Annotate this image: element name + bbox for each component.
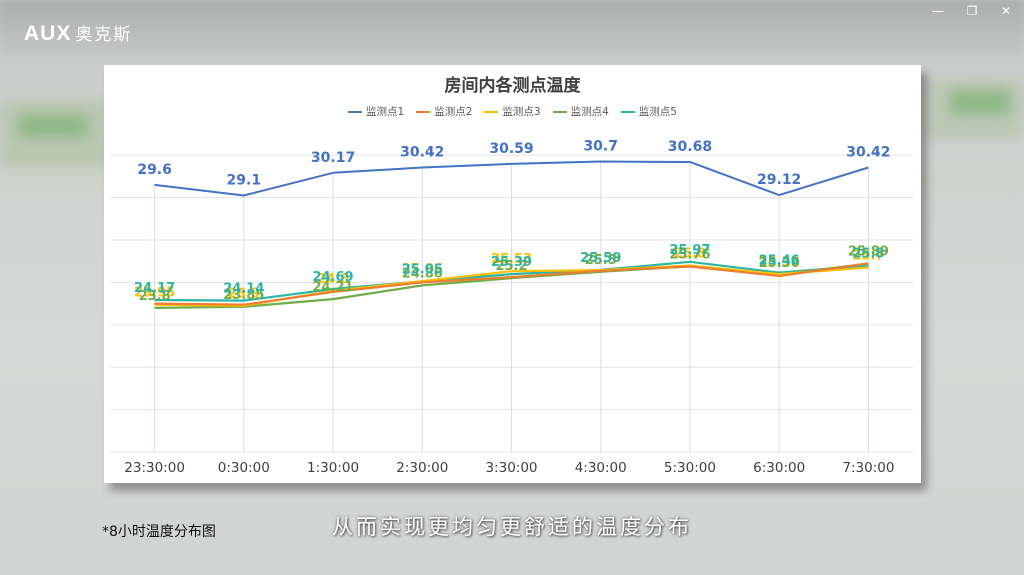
legend-item: 监测点2 xyxy=(416,104,472,119)
x-tick-label: 4:30:00 xyxy=(575,460,627,476)
data-label: 25.39 xyxy=(491,255,532,270)
legend-item: 监测点3 xyxy=(484,104,541,119)
video-subtitle: 从而实现更均匀更舒适的温度分布 xyxy=(332,515,692,539)
series-line-5 xyxy=(154,260,869,302)
chart-card: 房间内各测点温度 监测点1 监测点2 监测点3 监测点4 监测点5 23:30:00 0:… xyxy=(104,65,921,483)
legend-item: 监测点1 xyxy=(348,104,404,119)
window-controls: — ❐ ✕ xyxy=(930,4,1014,18)
data-label: 24.6 xyxy=(317,272,349,287)
x-tick-label: 2:30:00 xyxy=(396,460,448,476)
line-chart: 23:30:00 0:30:00 1:30:00 2:30:00 3:30:00 4:30… xyxy=(110,139,913,476)
legend-label: 监测点4 xyxy=(570,106,609,118)
data-label: 25.5 xyxy=(585,253,617,268)
brand-name-cn: 奥克斯 xyxy=(75,25,133,45)
legend-label: 监测点5 xyxy=(638,106,677,118)
legend-label: 监测点3 xyxy=(502,106,541,118)
chart-title: 房间内各测点温度 xyxy=(444,76,581,96)
data-label: 25.89 xyxy=(848,245,889,260)
data-label: 24.21 xyxy=(312,280,353,295)
data-label: 24.69 xyxy=(312,270,353,285)
legend-item: 监测点5 xyxy=(620,104,677,119)
data-label: 25.97 xyxy=(669,243,710,258)
data-label: 25.8 xyxy=(674,246,706,261)
data-label: 23.8 xyxy=(139,289,171,304)
legend-swatch xyxy=(620,110,635,113)
data-label: 25.36 xyxy=(759,256,800,271)
x-tick-label: 7:30:00 xyxy=(842,460,894,476)
blurred-button xyxy=(18,115,88,137)
minimize-icon[interactable]: — xyxy=(932,4,944,18)
app-header-blurred xyxy=(0,0,1024,60)
data-label: 29.6 xyxy=(137,162,172,178)
x-tick-label: 3:30:00 xyxy=(485,460,537,476)
data-label: 25.2 xyxy=(495,259,527,274)
data-label: 30.42 xyxy=(400,144,444,160)
series-line-2 xyxy=(154,262,869,306)
close-icon[interactable]: ✕ xyxy=(1000,4,1012,18)
data-label: 24.14 xyxy=(223,282,264,297)
legend-label: 监测点1 xyxy=(366,106,405,118)
data-label: 29.12 xyxy=(757,172,801,188)
data-label: 25.53 xyxy=(491,252,532,267)
legend-swatch xyxy=(416,110,431,113)
chart-legend: 监测点1 监测点2 监测点3 监测点4 监测点5 xyxy=(104,104,921,119)
data-label: 25.8 xyxy=(852,246,884,261)
data-label: 29.1 xyxy=(227,172,262,188)
data-label: 25.58 xyxy=(580,251,621,266)
data-label: 30.17 xyxy=(311,150,355,166)
brand-name: AUX xyxy=(24,22,72,45)
x-tick-label: 6:30:00 xyxy=(753,460,805,476)
legend-swatch xyxy=(348,110,363,113)
legend-label: 监测点2 xyxy=(434,106,473,118)
data-label: 23.85 xyxy=(223,288,264,303)
x-tick-label: 1:30:00 xyxy=(307,460,359,476)
data-label: 24.86 xyxy=(402,266,443,281)
legend-item: 监测点4 xyxy=(552,104,609,119)
data-label: 25.46 xyxy=(759,254,800,269)
data-label: 25.59 xyxy=(580,251,621,266)
data-label: 25.06 xyxy=(402,262,443,277)
data-label: 24.17 xyxy=(134,281,175,296)
data-label: 30.7 xyxy=(583,139,618,155)
x-tick-label: 5:30:00 xyxy=(664,460,716,476)
data-label: 30.68 xyxy=(668,139,712,155)
chart-footnote: *8小时温度分布图 xyxy=(102,524,216,540)
data-label: 25.39 xyxy=(759,255,800,270)
x-tick-label: 0:30:00 xyxy=(218,460,270,476)
data-label: 30.42 xyxy=(846,144,890,160)
data-label: 25.05 xyxy=(402,262,443,277)
aux-logo: AUX 奥克斯 xyxy=(24,20,132,46)
restore-icon[interactable]: ❐ xyxy=(966,4,978,18)
data-label: 23.95 xyxy=(134,286,175,301)
blurred-button xyxy=(950,90,1010,115)
x-tick-label: 23:30:00 xyxy=(124,460,185,476)
legend-swatch xyxy=(484,110,499,113)
data-label: 30.59 xyxy=(489,141,533,157)
data-label: 23.9 xyxy=(228,287,260,302)
legend-swatch xyxy=(552,110,567,113)
data-label: 25.76 xyxy=(669,247,710,262)
series-line-1 xyxy=(154,160,869,197)
data-label: 25.7 xyxy=(852,249,884,264)
